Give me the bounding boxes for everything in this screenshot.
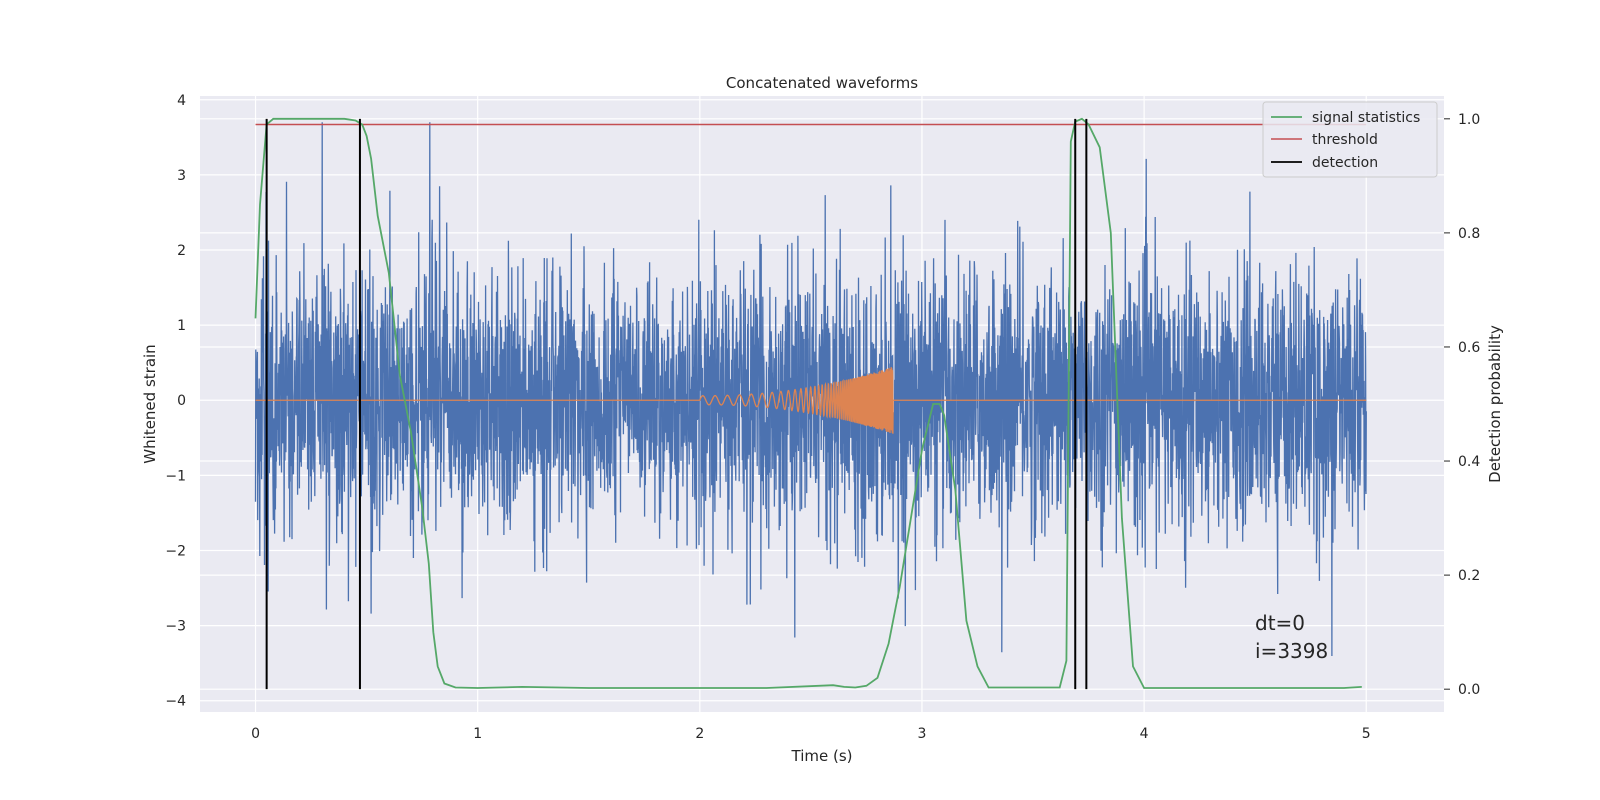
y-right-tick-label: 0.4 [1458, 454, 1480, 470]
y-left-tick-label: −1 [165, 468, 186, 484]
y-left-tick-label: 1 [177, 318, 186, 334]
legend-label-threshold: threshold [1312, 132, 1378, 148]
y-right-ticks: 0.0 0.2 0.4 0.6 0.8 1.0 [1444, 112, 1480, 698]
y-right-tick-label: 0.0 [1458, 682, 1480, 698]
annotation-dt: dt=0 [1255, 611, 1305, 635]
y-right-axis-label: Detection probability [1486, 325, 1504, 483]
legend: signal statistics threshold detection [1262, 101, 1438, 178]
y-right-tick-label: 1.0 [1458, 112, 1480, 128]
y-left-tick-label: 4 [177, 93, 186, 109]
x-tick-label: 4 [1140, 726, 1149, 742]
y-left-tick-label: −2 [165, 543, 186, 559]
chart-title: Concatenated waveforms [726, 74, 918, 92]
x-ticks: 0 1 2 3 4 5 [251, 726, 1371, 742]
legend-box [1262, 101, 1438, 178]
legend-label-detection: detection [1312, 155, 1378, 171]
x-tick-label: 3 [918, 726, 927, 742]
chirp-series-line [255, 367, 1367, 434]
y-left-tick-label: 3 [177, 168, 186, 184]
signal-statistics-line [254, 117, 1362, 689]
y-left-tick-label: 0 [177, 393, 186, 409]
y-left-tick-label: −3 [165, 619, 186, 635]
annotation-index: i=3398 [1255, 639, 1328, 663]
legend-label-signal-statistics: signal statistics [1312, 110, 1420, 126]
y-left-ticks: −4 −3 −2 −1 0 1 2 3 4 [165, 93, 186, 710]
y-left-tick-label: 2 [177, 243, 186, 259]
x-tick-label: 1 [473, 726, 482, 742]
x-tick-label: 5 [1362, 726, 1371, 742]
y-right-tick-label: 0.8 [1458, 226, 1480, 242]
strain-series-line [254, 122, 1367, 657]
x-tick-label: 2 [695, 726, 704, 742]
y-right-tick-label: 0.2 [1458, 568, 1480, 584]
y-left-axis-label: Whitened strain [141, 344, 159, 463]
x-axis-label: Time (s) [791, 747, 853, 765]
x-tick-label: 0 [251, 726, 260, 742]
y-right-tick-label: 0.6 [1458, 340, 1480, 356]
detection-lines [265, 118, 1088, 690]
y-left-tick-label: −4 [165, 694, 186, 710]
